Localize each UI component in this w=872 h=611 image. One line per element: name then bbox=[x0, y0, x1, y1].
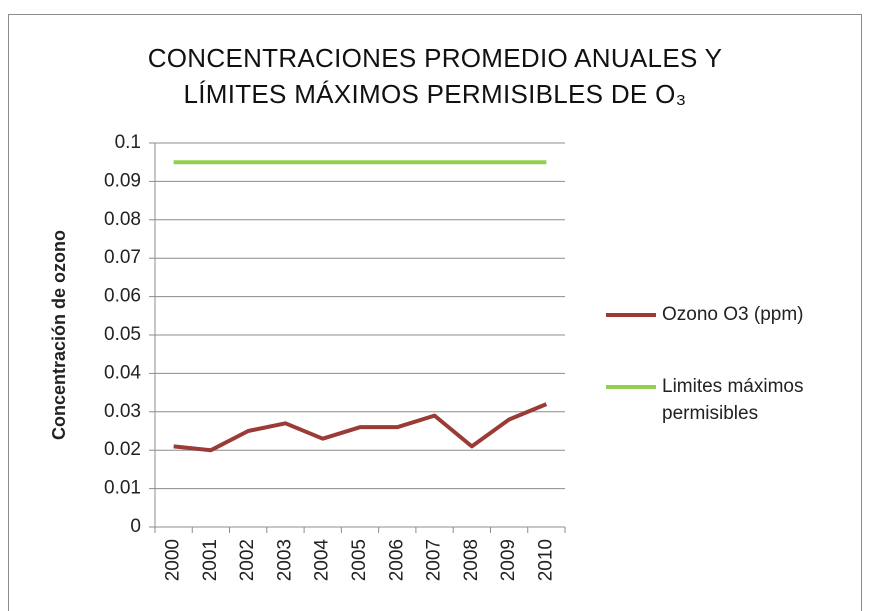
x-tick-label: 2010 bbox=[535, 539, 556, 581]
y-tick-label: 0.03 bbox=[104, 401, 141, 422]
y-tick-label: 0.04 bbox=[104, 362, 141, 383]
y-tick-label: 0 bbox=[130, 516, 141, 537]
y-axis-label: Concentración de ozono bbox=[49, 230, 69, 440]
legend-label: Limites máximos permisibles bbox=[662, 376, 804, 424]
legend-label: Ozono O3 (ppm) bbox=[662, 304, 804, 325]
y-tick-label: 0.06 bbox=[104, 286, 141, 307]
x-tick-label: 2002 bbox=[237, 539, 258, 581]
x-tick-label: 2001 bbox=[200, 539, 221, 581]
chart-title: CONCENTRACIONES PROMEDIO ANUALES Y LÍMIT… bbox=[147, 43, 723, 109]
x-tick-label: 2000 bbox=[163, 539, 184, 581]
x-tick-label: 2003 bbox=[274, 539, 295, 581]
x-tick-label: 2005 bbox=[349, 539, 370, 581]
x-tick-label: 2008 bbox=[461, 539, 482, 581]
x-tick-label: 2007 bbox=[424, 539, 445, 581]
y-tick-label: 0.1 bbox=[115, 132, 141, 153]
y-tick-label: 0.08 bbox=[104, 209, 141, 230]
x-tick-label: 2009 bbox=[498, 539, 519, 581]
y-tick-label: 0.05 bbox=[104, 324, 141, 345]
y-tick-label: 0.02 bbox=[104, 439, 141, 460]
y-tick-label: 0.07 bbox=[104, 247, 141, 268]
x-tick-label: 2006 bbox=[386, 539, 407, 581]
y-tick-label: 0.09 bbox=[104, 170, 141, 191]
y-tick-label: 0.01 bbox=[104, 478, 141, 499]
chart-border bbox=[8, 14, 862, 611]
x-tick-label: 2004 bbox=[312, 539, 333, 582]
series-line bbox=[173, 402, 548, 453]
